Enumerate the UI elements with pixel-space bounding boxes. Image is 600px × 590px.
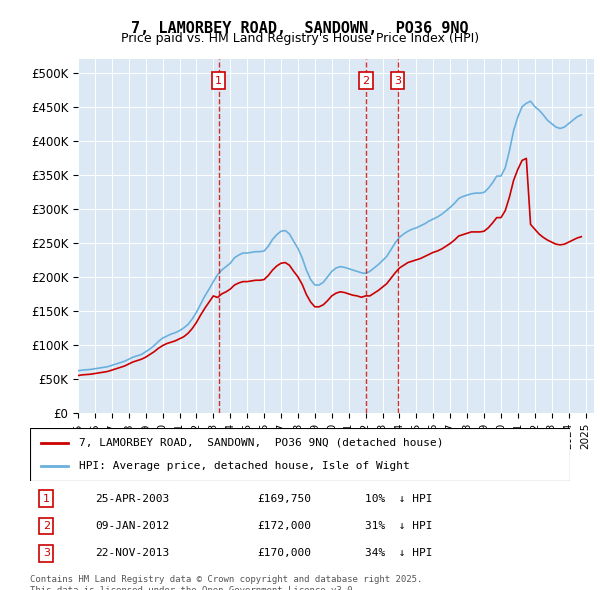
Text: 25-APR-2003: 25-APR-2003 <box>95 494 169 504</box>
Text: 31%  ↓ HPI: 31% ↓ HPI <box>365 521 432 531</box>
Text: 3: 3 <box>394 76 401 86</box>
Text: 7, LAMORBEY ROAD,  SANDOWN,  PO36 9NQ (detached house): 7, LAMORBEY ROAD, SANDOWN, PO36 9NQ (det… <box>79 438 443 448</box>
Text: 10%  ↓ HPI: 10% ↓ HPI <box>365 494 432 504</box>
Text: Contains HM Land Registry data © Crown copyright and database right 2025.
This d: Contains HM Land Registry data © Crown c… <box>30 575 422 590</box>
Text: £172,000: £172,000 <box>257 521 311 531</box>
Text: 22-NOV-2013: 22-NOV-2013 <box>95 548 169 558</box>
Text: HPI: Average price, detached house, Isle of Wight: HPI: Average price, detached house, Isle… <box>79 461 409 471</box>
FancyBboxPatch shape <box>30 428 570 481</box>
Text: 3: 3 <box>43 548 50 558</box>
Text: 2: 2 <box>362 76 370 86</box>
Text: £170,000: £170,000 <box>257 548 311 558</box>
Text: Price paid vs. HM Land Registry's House Price Index (HPI): Price paid vs. HM Land Registry's House … <box>121 32 479 45</box>
Text: 2: 2 <box>43 521 50 531</box>
Text: 7, LAMORBEY ROAD,  SANDOWN,  PO36 9NQ: 7, LAMORBEY ROAD, SANDOWN, PO36 9NQ <box>131 21 469 35</box>
Text: 1: 1 <box>43 494 50 504</box>
Text: 34%  ↓ HPI: 34% ↓ HPI <box>365 548 432 558</box>
Text: 09-JAN-2012: 09-JAN-2012 <box>95 521 169 531</box>
Text: £169,750: £169,750 <box>257 494 311 504</box>
Text: 1: 1 <box>215 76 222 86</box>
